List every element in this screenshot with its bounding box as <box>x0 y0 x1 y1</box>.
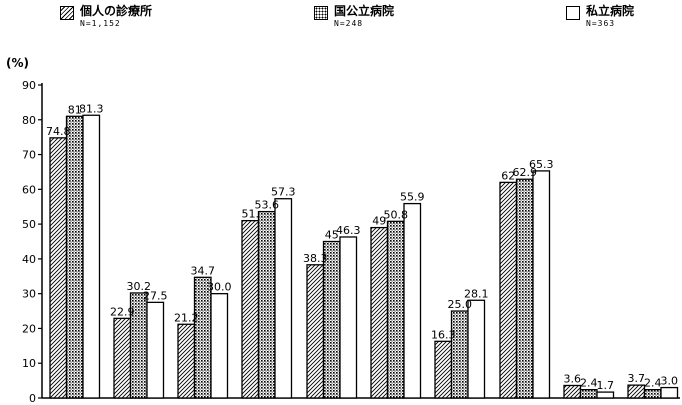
data-label: 27.5 <box>143 289 168 302</box>
legend-item-private-clinic: 個人の診療所 N=1,152 <box>60 4 152 29</box>
bar-dots <box>386 220 405 399</box>
data-label: 55.9 <box>400 191 425 204</box>
bar-white <box>210 293 229 399</box>
bar-white <box>146 301 165 399</box>
legend-item-private-hospital: 私立病院 N=363 <box>566 4 634 29</box>
data-label: 46.3 <box>336 224 361 237</box>
bar-dots <box>193 276 212 399</box>
data-label: 50.8 <box>384 208 409 221</box>
y-axis-unit: (%) <box>6 56 29 70</box>
data-label: 30.0 <box>207 281 232 294</box>
bar-hatch <box>113 317 132 399</box>
data-label: 81 <box>68 103 82 116</box>
data-label: 2.4 <box>580 377 598 390</box>
bar-hatch <box>563 384 582 399</box>
bar-dots <box>450 310 469 399</box>
y-tick-label: 30 <box>22 288 36 301</box>
data-label: 1.7 <box>597 379 615 392</box>
data-label: 25.0 <box>448 298 473 311</box>
legend-item-public-hospital: 国公立病院 N=248 <box>314 4 394 29</box>
data-label: 21.2 <box>174 311 199 324</box>
bar-hatch <box>627 384 646 399</box>
legend-label: 国公立病院 <box>334 4 395 18</box>
bar-dots <box>257 210 276 399</box>
data-label: 51. <box>242 208 260 221</box>
bar-dots <box>65 115 84 399</box>
y-tick-label: 90 <box>22 79 36 92</box>
data-label: 53.6 <box>255 199 280 212</box>
bar-hatch <box>49 137 68 399</box>
dotted-swatch-icon <box>314 6 328 20</box>
bar-white <box>467 299 486 399</box>
data-label: 16.3 <box>431 328 456 341</box>
data-labels: 74.8 22.9 21.2 51. 38.3 49 16.3 62 3.6 3.7 81 30.2 3… <box>46 102 678 392</box>
bar-hatch <box>434 340 453 399</box>
data-label: 62 <box>501 169 515 182</box>
y-tick-label: 60 <box>22 183 36 196</box>
bar-white <box>532 170 551 399</box>
y-tick-label: 80 <box>22 114 36 127</box>
data-label: 28.1 <box>464 287 489 300</box>
data-label: 3.6 <box>564 372 582 385</box>
legend-sample-size: N=248 <box>334 19 364 28</box>
bar-white <box>274 198 293 399</box>
legend-label: 個人の診療所 <box>80 4 153 18</box>
data-label: 38.3 <box>303 252 328 265</box>
bar-dots <box>515 178 534 399</box>
white-swatch-icon <box>566 6 580 20</box>
bar-hatch <box>499 181 518 399</box>
legend-sample-size: N=363 <box>586 19 616 28</box>
bar-dots <box>322 240 341 399</box>
bar-dots <box>579 389 598 399</box>
data-label: 45 <box>325 229 339 242</box>
data-label: 62.9 <box>513 166 538 179</box>
bar-dots <box>643 389 662 399</box>
bars <box>49 114 679 399</box>
bar-hatch <box>241 219 260 399</box>
data-label: 81.3 <box>79 102 104 115</box>
y-tick-label: 40 <box>22 253 36 266</box>
data-label: 49 <box>372 215 386 228</box>
y-tick-label: 20 <box>22 322 36 335</box>
bar-white <box>596 391 615 399</box>
hatch-swatch-icon <box>60 6 74 20</box>
data-label: 65.3 <box>529 158 554 171</box>
y-tick-label: 50 <box>22 218 36 231</box>
data-label: 34.7 <box>191 264 216 277</box>
bar-hatch <box>177 323 196 399</box>
bar-white <box>82 114 101 399</box>
data-label: 57.3 <box>271 186 296 199</box>
bar-white <box>403 202 422 399</box>
data-label: 3.0 <box>661 375 679 388</box>
data-label: 3.7 <box>628 372 646 385</box>
bar-white <box>339 236 358 399</box>
legend-label: 私立病院 <box>586 4 635 18</box>
bar-white <box>660 386 679 399</box>
data-label: 2.4 <box>644 377 662 390</box>
y-tick-label: 0 <box>29 392 36 405</box>
data-label: 30.2 <box>127 280 152 293</box>
bar-hatch <box>370 226 389 399</box>
bar-hatch <box>306 264 325 399</box>
data-label: 22.9 <box>110 305 135 318</box>
data-label: 74.8 <box>46 125 71 138</box>
y-tick-label: 70 <box>22 149 36 162</box>
legend-sample-size: N=1,152 <box>80 19 121 28</box>
y-tick-label: 10 <box>22 357 36 370</box>
